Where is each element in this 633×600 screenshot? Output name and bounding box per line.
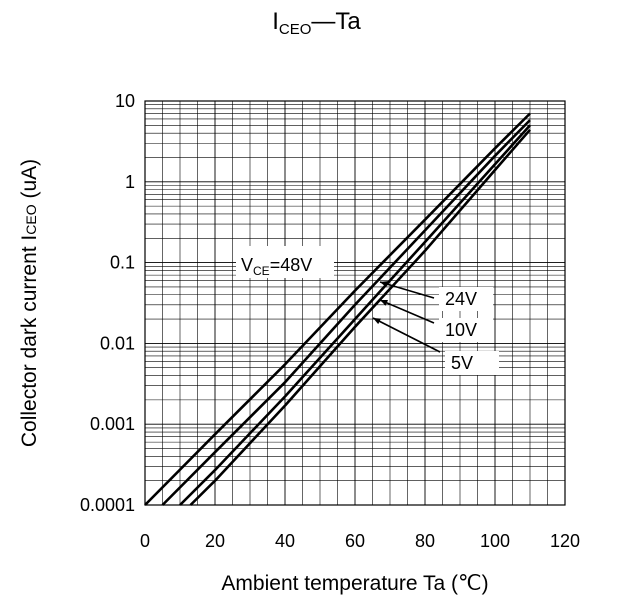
y-axis-label-sub: CEO xyxy=(23,204,39,234)
y-tick-labels: 0.0001 0.001 0.01 0.1 1 10 xyxy=(80,91,135,515)
annot-label-bg xyxy=(439,318,493,342)
title-main: I xyxy=(272,8,279,35)
y-tick-label: 0.0001 xyxy=(80,495,135,515)
vce-label-bg xyxy=(236,246,334,278)
y-tick-label: 0.01 xyxy=(100,333,135,353)
series-line xyxy=(189,128,531,506)
annot-arrowhead xyxy=(380,300,388,306)
series-lines xyxy=(144,112,531,506)
annot-label-bg xyxy=(439,287,493,311)
y-axis-label-prefix: Collector dark current I xyxy=(18,235,41,447)
annot-leader-line xyxy=(372,317,441,353)
y-tick-label: 10 xyxy=(115,91,135,111)
chart-title: ICEO—Ta xyxy=(0,8,633,38)
series-line xyxy=(179,124,531,506)
annot-leader-line xyxy=(379,299,435,324)
x-tick-label: 40 xyxy=(275,531,295,551)
annot-label: 24V xyxy=(445,289,477,309)
title-rest: —Ta xyxy=(311,8,361,35)
x-tick-label: 60 xyxy=(345,531,365,551)
title-subscript: CEO xyxy=(278,21,312,38)
y-tick-label: 0.1 xyxy=(110,253,135,273)
series-line xyxy=(161,119,531,506)
x-axis-label: Ambient temperature Ta (℃) xyxy=(221,572,488,595)
annot-label: 10V xyxy=(445,320,477,340)
annot-label: 5V xyxy=(451,353,473,373)
x-tick-label: 100 xyxy=(480,531,510,551)
x-tick-labels: 0 20 40 60 80 100 120 xyxy=(140,531,580,551)
annot-arrowhead xyxy=(380,281,388,288)
vce-label: VCE=48V xyxy=(241,255,312,278)
x-tick-label: 80 xyxy=(415,531,435,551)
annotations: VCE=48V 24V 10V 5V xyxy=(236,246,499,375)
plot-frame xyxy=(144,100,566,506)
x-tick-label: 120 xyxy=(550,531,580,551)
y-axis-label-suffix: (uA) xyxy=(18,159,41,205)
x-tick-label: 0 xyxy=(140,531,150,551)
annot-label-bg xyxy=(445,351,499,375)
annot-arrowhead xyxy=(373,318,381,325)
y-tick-label: 0.001 xyxy=(90,414,135,434)
series-line xyxy=(144,112,531,506)
x-tick-label: 20 xyxy=(205,531,225,551)
y-axis-label: Collector dark current ICEO (uA) xyxy=(18,159,41,447)
annot-leader-line xyxy=(379,281,435,299)
y-tick-label: 1 xyxy=(125,172,135,192)
